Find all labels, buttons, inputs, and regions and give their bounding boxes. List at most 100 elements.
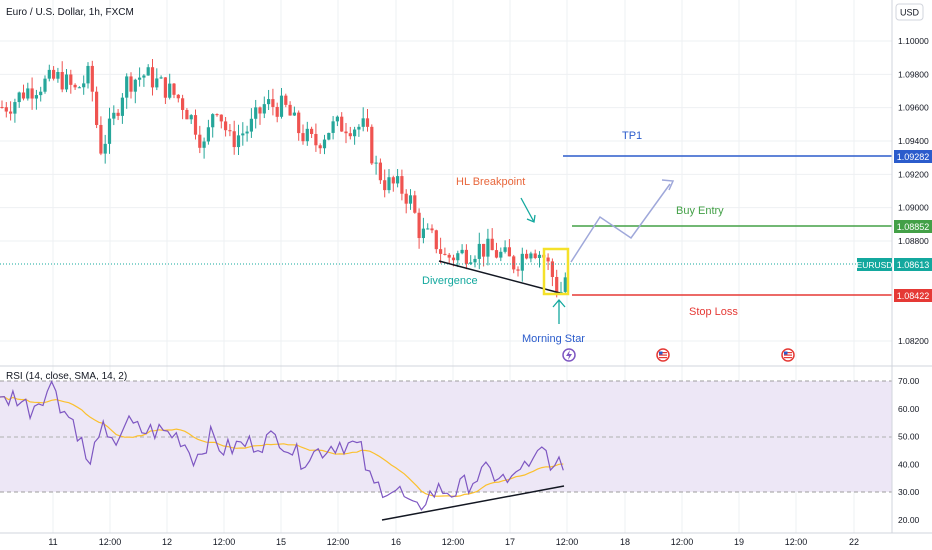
rsi-tick-label: 70.00 <box>898 376 920 386</box>
candle-body <box>275 106 279 117</box>
candle-body <box>262 104 266 114</box>
candle-body <box>301 133 305 142</box>
candle-body <box>99 124 103 154</box>
candle-body <box>297 112 301 134</box>
candle-body <box>555 276 559 293</box>
candle-body <box>546 257 550 262</box>
candle-body <box>254 107 258 119</box>
candle-body <box>69 74 73 85</box>
time-axis[interactable]: 11 12:00 12 12:00 15 12:00 16 12:00 17 12:00 18 12:… <box>0 532 932 547</box>
candle-body <box>206 127 210 142</box>
candle-body <box>456 253 460 261</box>
candle-body <box>533 253 537 258</box>
symbol-label: EURUSD <box>857 260 893 270</box>
candle-body <box>189 115 193 120</box>
rsi-pane[interactable]: RSI (14, close, SMA, 14, 2) <box>0 371 892 521</box>
candle-body <box>331 121 335 133</box>
candle-body <box>271 99 275 107</box>
time-tick-label: 12 <box>162 537 172 547</box>
candle-body <box>107 118 112 144</box>
candle-body <box>172 83 176 95</box>
candle-body <box>430 228 434 231</box>
candle-body <box>77 87 81 89</box>
projected-path <box>570 183 671 263</box>
rsi-tick-label: 30.00 <box>898 487 920 497</box>
us-flag-event-icon[interactable] <box>781 348 795 362</box>
candle-body <box>150 67 155 88</box>
candle-body <box>473 258 477 263</box>
price-axis[interactable]: 1.10000 1.09800 1.09600 1.09400 1.09200 1.090… <box>857 0 932 533</box>
candle-body <box>383 180 387 191</box>
rsi-tick-label: 20.00 <box>898 515 920 525</box>
candle-body <box>47 69 51 79</box>
currency-button[interactable] <box>895 3 924 21</box>
candle-body <box>469 262 473 264</box>
candle-body <box>0 107 4 108</box>
us-flag-event-icon[interactable] <box>656 348 670 362</box>
candle-body <box>159 77 163 79</box>
candle-body <box>168 83 172 98</box>
candle-body <box>365 118 370 127</box>
candle-body <box>138 77 142 80</box>
candle-body <box>507 247 511 257</box>
candle-body <box>494 250 499 258</box>
candle-body <box>378 162 382 181</box>
candle-body <box>64 74 69 90</box>
tp1-label: TP1 <box>622 130 642 142</box>
candle-body <box>335 116 339 122</box>
candle-body <box>90 65 94 92</box>
candle-body <box>86 65 90 84</box>
stop-loss-price-value: 1.08422 <box>897 291 930 301</box>
rsi-tick-label: 50.00 <box>898 432 920 442</box>
stop-loss-price-badge <box>894 289 932 302</box>
candle-body <box>241 133 245 136</box>
currency-button-label[interactable]: USD <box>900 8 920 18</box>
symbol-badge <box>857 258 892 271</box>
morning-star-arrowhead <box>552 299 566 308</box>
rsi-line <box>0 380 564 511</box>
candle-body <box>288 104 292 116</box>
price-tick-label: 1.09400 <box>898 136 929 146</box>
time-tick-label: 12:00 <box>556 537 579 547</box>
last-price-badge <box>894 258 932 271</box>
buy-entry-price-value: 1.08852 <box>897 222 930 232</box>
candle-body <box>434 230 438 250</box>
candle-body <box>26 88 30 99</box>
candle-body <box>529 253 533 259</box>
price-pane[interactable]: TP1 Buy Entry Stop Loss Divergence HL Br… <box>0 7 892 362</box>
candle-body <box>370 126 374 164</box>
candle-body <box>249 118 253 132</box>
candle-body <box>185 109 189 120</box>
candle-body <box>219 114 223 122</box>
candle-body <box>112 112 116 119</box>
candle-body <box>34 95 38 99</box>
candle-body <box>387 177 391 191</box>
candle-body <box>357 126 361 130</box>
candle-body <box>447 254 451 258</box>
candle-body <box>477 243 481 259</box>
candle-body <box>245 131 249 134</box>
candle-body <box>344 131 348 134</box>
price-tick-label: 1.08200 <box>898 336 929 346</box>
candle-body <box>279 95 284 117</box>
time-tick-label: 12:00 <box>327 537 350 547</box>
time-tick-label: 19 <box>734 537 744 547</box>
candle-body <box>537 254 542 258</box>
hl-breakpoint-label: HL Breakpoint <box>456 176 525 188</box>
candle-body <box>52 69 56 79</box>
candle-body <box>39 91 43 96</box>
candle-body <box>559 291 563 293</box>
candle-body <box>305 128 309 142</box>
candle-body <box>43 78 47 92</box>
lightning-event-icon[interactable] <box>562 348 576 362</box>
candle-body <box>82 83 86 88</box>
chart-title: Euro / U.S. Dollar, 1h, FXCM <box>6 7 134 18</box>
candle-body <box>391 177 395 184</box>
candle-body <box>486 238 490 257</box>
time-tick-label: 12:00 <box>213 537 236 547</box>
hl-breakpoint-arrowhead <box>526 214 536 223</box>
candle-body <box>236 135 241 148</box>
price-tick-label: 1.09800 <box>898 69 929 79</box>
time-tick-label: 12:00 <box>442 537 465 547</box>
